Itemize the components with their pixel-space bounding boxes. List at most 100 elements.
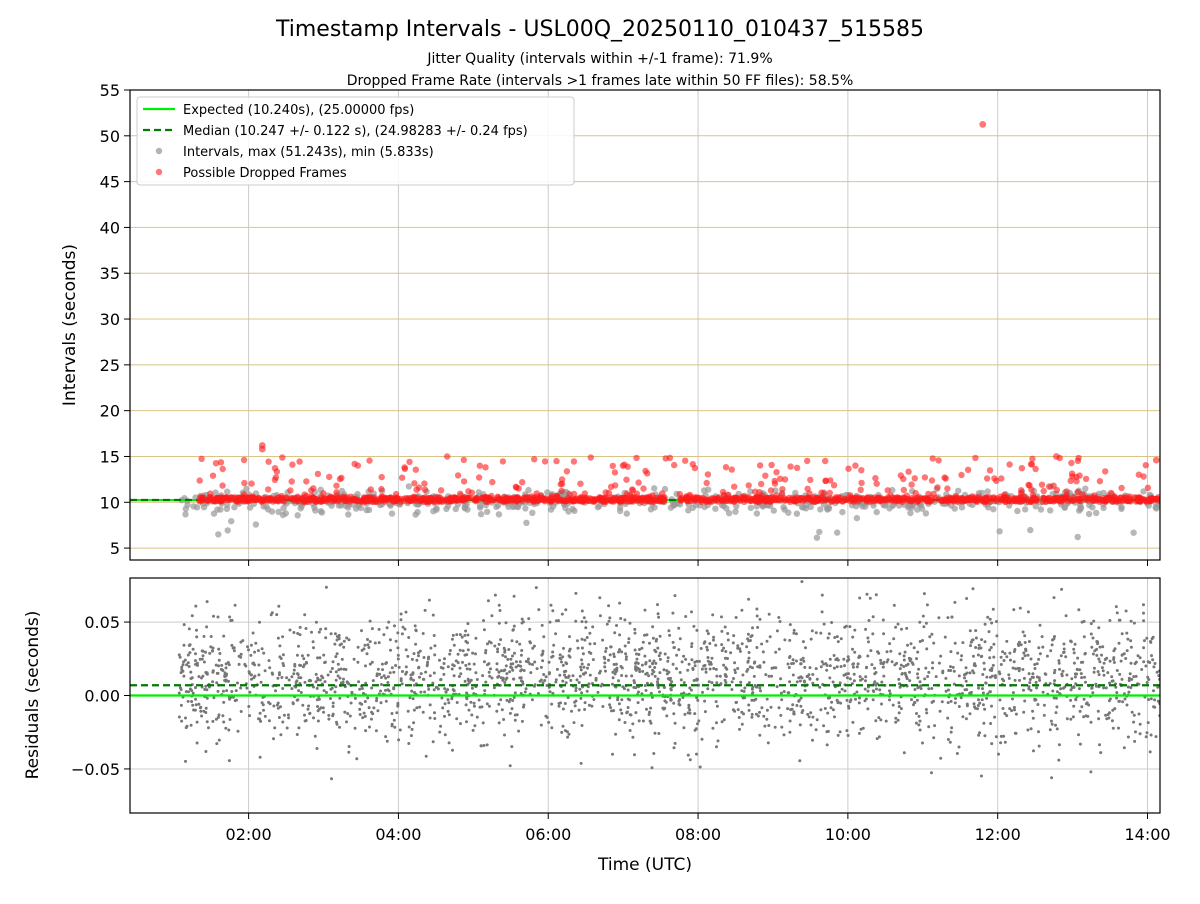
residual-point: [363, 643, 367, 647]
residual-point: [554, 632, 558, 636]
residual-point: [836, 701, 840, 705]
residual-point: [222, 634, 226, 638]
residual-point: [465, 691, 469, 695]
residual-point: [835, 698, 839, 702]
residual-point: [528, 640, 532, 644]
residual-point: [729, 651, 733, 655]
residual-point: [484, 649, 488, 652]
residual-point: [806, 554, 809, 557]
residual-point: [732, 634, 736, 638]
residual-point: [1138, 722, 1142, 726]
residual-point: [608, 653, 612, 657]
residual-point: [598, 596, 602, 600]
dropped-frame-point: [1096, 478, 1104, 485]
residual-point: [614, 670, 618, 674]
interval-point: [1118, 505, 1125, 512]
residual-point: [569, 678, 573, 682]
residual-point: [888, 642, 892, 646]
residual-point: [248, 714, 251, 718]
residual-point: [612, 652, 616, 656]
residual-point: [1033, 663, 1037, 666]
residual-point: [632, 679, 636, 683]
residual-point: [514, 665, 518, 669]
residual-point: [505, 672, 509, 676]
residual-point: [890, 660, 894, 664]
residual-point: [1002, 659, 1006, 662]
residual-point: [756, 714, 760, 718]
residual-point: [1055, 690, 1059, 694]
residual-point: [611, 682, 614, 686]
residual-point: [837, 690, 841, 694]
residual-point: [387, 620, 391, 624]
residual-point: [560, 730, 564, 734]
residual-point: [466, 641, 469, 645]
residual-point: [835, 665, 839, 669]
residual-point: [580, 637, 584, 641]
residual-point: [290, 675, 294, 679]
residual-point: [688, 708, 692, 712]
dropped-frame-point: [607, 483, 615, 490]
residual-point: [631, 722, 635, 726]
residual-point: [932, 699, 935, 703]
interval-point: [223, 505, 231, 512]
residual-point: [1031, 672, 1035, 676]
residual-point: [364, 664, 367, 668]
residual-point: [855, 665, 859, 669]
residual-point: [561, 689, 565, 693]
residual-point: [310, 630, 313, 634]
residual-point: [509, 657, 513, 661]
residual-point: [703, 699, 707, 703]
residual-point: [417, 654, 420, 658]
residual-point: [340, 657, 344, 661]
residual-point: [928, 635, 932, 639]
residual-point: [696, 698, 700, 702]
residual-point: [722, 646, 726, 650]
residual-point: [643, 633, 646, 637]
residuals-y-axis-label: Residuals (seconds): [23, 611, 43, 780]
residual-point: [833, 715, 836, 719]
residual-point: [724, 681, 728, 684]
residual-point: [897, 677, 901, 681]
residual-point: [682, 681, 686, 685]
dropped-frame-point: [578, 498, 585, 505]
residual-point: [561, 663, 565, 667]
residual-point: [983, 707, 987, 711]
residual-point: [209, 635, 213, 638]
residual-point: [396, 657, 400, 661]
interval-point: [798, 503, 806, 511]
residual-point: [461, 660, 464, 664]
residual-point: [688, 686, 692, 690]
interval-point: [388, 510, 396, 517]
dropped-frame-point: [1102, 468, 1109, 475]
residual-point: [279, 733, 283, 737]
residual-point: [734, 701, 738, 704]
residual-point: [1077, 608, 1081, 612]
residual-point: [1052, 637, 1056, 641]
residual-point: [740, 642, 744, 646]
residual-point: [341, 680, 345, 684]
residual-point: [963, 676, 966, 680]
residual-point: [858, 675, 862, 679]
residual-point: [896, 718, 900, 722]
residual-point: [520, 668, 524, 672]
dropped-frame-point: [333, 489, 340, 496]
dropped-frame-point: [1031, 496, 1039, 504]
residual-point: [209, 645, 213, 649]
residual-point: [644, 662, 648, 666]
residual-point: [698, 765, 702, 769]
residual-point: [465, 720, 468, 724]
residual-point: [839, 701, 843, 705]
residual-point: [233, 699, 237, 703]
dropped-frame-point: [278, 492, 285, 500]
residual-point: [1034, 680, 1038, 684]
dropped-frame-point: [998, 475, 1005, 482]
residual-point: [968, 671, 972, 675]
residual-point: [360, 702, 364, 706]
residual-point: [790, 662, 794, 666]
residual-point: [418, 675, 421, 679]
residual-point: [276, 676, 280, 680]
residuals-x-tick-label: 10:00: [825, 825, 871, 844]
residual-point: [568, 635, 571, 639]
residual-point: [974, 629, 978, 633]
residual-point: [303, 680, 307, 684]
